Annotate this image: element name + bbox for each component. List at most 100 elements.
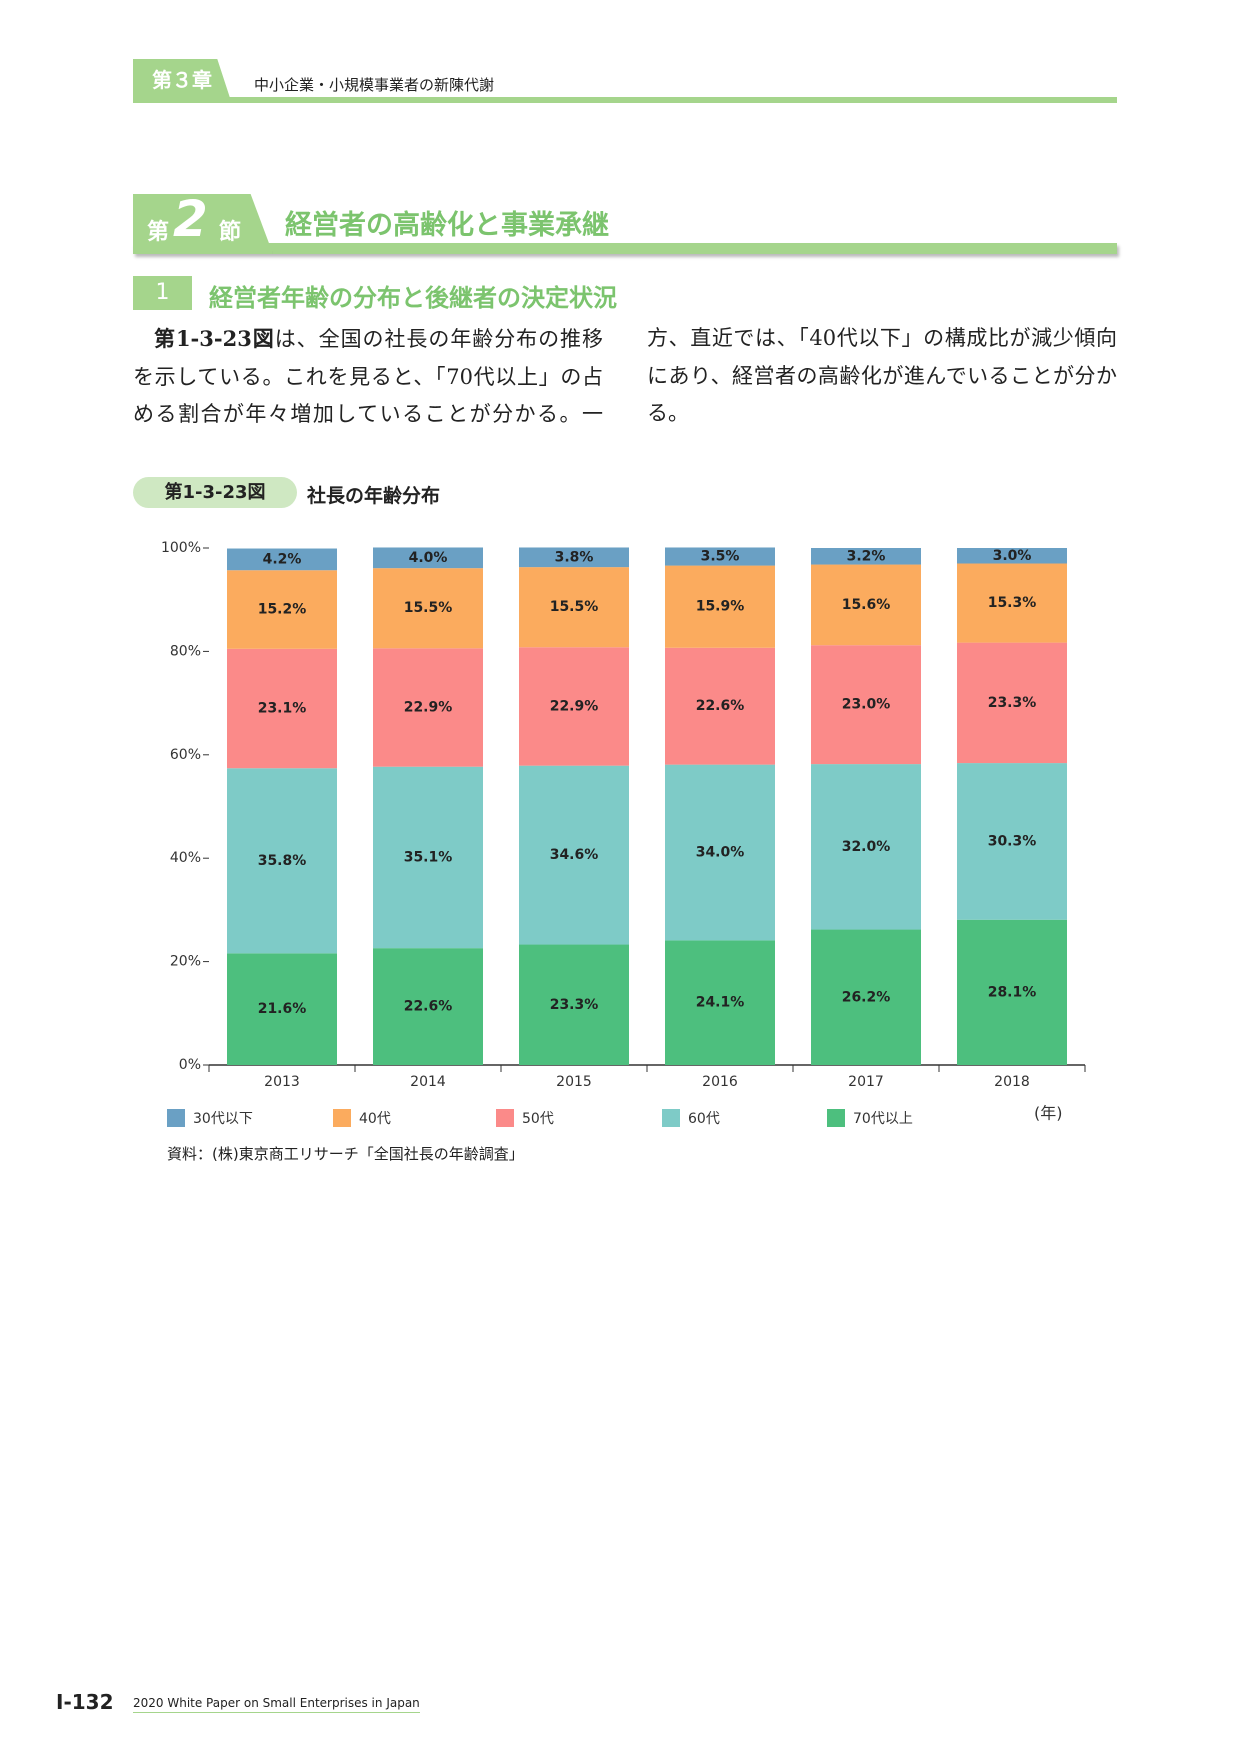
section-number: 2 bbox=[173, 190, 208, 248]
bar-segment bbox=[519, 944, 629, 1065]
header-rule bbox=[133, 97, 1117, 103]
bar-segment bbox=[665, 547, 775, 566]
data-label: 32.0% bbox=[842, 839, 891, 855]
chapter-label: 第３章 bbox=[133, 59, 231, 101]
legend-swatch bbox=[496, 1109, 514, 1127]
bar-segment bbox=[957, 548, 1067, 564]
bar-segment bbox=[373, 648, 483, 767]
bar-segment bbox=[227, 548, 337, 571]
y-tick-label: 20% bbox=[170, 954, 201, 970]
y-tick-label: 40% bbox=[170, 850, 201, 866]
bar-segment bbox=[957, 642, 1067, 764]
legend-label: 30代以下 bbox=[193, 1111, 253, 1127]
bar-segment bbox=[665, 940, 775, 1065]
bar-segment bbox=[373, 766, 483, 949]
subsection-number: 1 bbox=[133, 276, 192, 310]
data-label: 15.5% bbox=[550, 599, 599, 615]
data-label: 3.0% bbox=[993, 548, 1032, 564]
subsection-title: 経営者年齢の分布と後継者の決定状況 bbox=[209, 284, 617, 312]
data-label: 3.2% bbox=[847, 548, 886, 564]
data-label: 23.1% bbox=[258, 701, 307, 717]
data-label: 22.6% bbox=[696, 698, 745, 714]
bar-segment bbox=[665, 565, 775, 648]
data-label: 35.8% bbox=[258, 853, 307, 869]
data-label: 15.9% bbox=[696, 599, 745, 615]
x-tick-label: 2017 bbox=[848, 1074, 884, 1090]
data-label: 24.1% bbox=[696, 995, 745, 1011]
legend-swatch bbox=[333, 1109, 351, 1127]
y-tick-label: 100% bbox=[161, 540, 201, 556]
data-label: 3.5% bbox=[701, 549, 740, 565]
bar-segment bbox=[373, 948, 483, 1065]
figure-title: 社長の年齢分布 bbox=[307, 485, 441, 507]
data-label: 23.3% bbox=[988, 695, 1037, 711]
legend-label: 70代以上 bbox=[853, 1111, 913, 1127]
data-label: 21.6% bbox=[258, 1001, 307, 1017]
bar-segment bbox=[227, 768, 337, 954]
x-tick-label: 2013 bbox=[264, 1074, 300, 1090]
data-label: 30.3% bbox=[988, 833, 1037, 849]
data-label: 26.2% bbox=[842, 989, 891, 1005]
bar-segment bbox=[519, 765, 629, 945]
y-tick-label: 60% bbox=[170, 747, 201, 763]
data-label: 15.6% bbox=[842, 597, 891, 613]
section-title: 経営者の高齢化と事業承継 bbox=[285, 210, 609, 241]
section-prefix: 第 bbox=[147, 220, 170, 245]
legend-swatch bbox=[167, 1109, 185, 1127]
x-tick-label: 2018 bbox=[994, 1074, 1030, 1090]
bar-segment bbox=[811, 929, 921, 1065]
data-label: 15.3% bbox=[988, 595, 1037, 611]
bar-segment bbox=[957, 919, 1067, 1065]
data-label: 35.1% bbox=[404, 849, 453, 865]
data-label: 4.0% bbox=[409, 550, 448, 566]
legend-label: 40代 bbox=[359, 1111, 391, 1127]
data-label: 23.3% bbox=[550, 997, 599, 1013]
data-label: 23.0% bbox=[842, 697, 891, 713]
data-label: 3.8% bbox=[555, 549, 594, 565]
data-label: 34.0% bbox=[696, 845, 745, 861]
x-tick-label: 2015 bbox=[556, 1074, 592, 1090]
figure-label: 第1-3-23図 bbox=[133, 477, 297, 508]
bar-segment bbox=[519, 647, 629, 766]
data-label: 4.2% bbox=[263, 551, 302, 567]
x-tick-label: 2016 bbox=[702, 1074, 738, 1090]
legend-swatch bbox=[827, 1109, 845, 1127]
x-unit: (年) bbox=[1034, 1104, 1063, 1123]
legend-label: 60代 bbox=[688, 1111, 720, 1127]
bar-segment bbox=[665, 764, 775, 941]
bar-segment bbox=[519, 547, 629, 568]
x-tick-label: 2014 bbox=[410, 1074, 446, 1090]
data-label: 22.6% bbox=[404, 999, 453, 1015]
figure-ref: 第1-3-23図 bbox=[154, 326, 275, 351]
bar-segment bbox=[811, 764, 921, 930]
bar-segment bbox=[665, 647, 775, 765]
section-suffix: 節 bbox=[219, 220, 242, 245]
paragraph: 第1-3-23図は、全国の社長の年齢分布の推移を示している。これを見ると、「70… bbox=[133, 320, 1117, 434]
bar-segment bbox=[227, 953, 337, 1065]
data-label: 15.5% bbox=[404, 600, 453, 616]
data-label: 28.1% bbox=[988, 984, 1037, 1000]
data-label: 34.6% bbox=[550, 847, 599, 863]
bar-segment bbox=[811, 645, 921, 765]
page-number: Ⅰ-132 bbox=[56, 1690, 114, 1714]
publication: 2020 White Paper on Small Enterprises in… bbox=[133, 1696, 420, 1713]
bar-segment bbox=[519, 567, 629, 648]
y-tick-label: 0% bbox=[179, 1057, 201, 1073]
bar-segment bbox=[811, 548, 921, 565]
bar-segment bbox=[373, 568, 483, 649]
paragraph-text: は、全国の社長の年齢分布の推移を示している。これを見ると、「70代以上」の占める… bbox=[133, 326, 1117, 426]
header-title: 中小企業・小規模事業者の新陳代謝 bbox=[254, 76, 495, 94]
bar-segment bbox=[227, 648, 337, 769]
legend-swatch bbox=[662, 1109, 680, 1127]
data-label: 22.9% bbox=[404, 699, 453, 715]
bar-segment bbox=[227, 570, 337, 649]
section-rule bbox=[133, 243, 1117, 254]
y-tick-label: 80% bbox=[170, 643, 201, 659]
data-label: 15.2% bbox=[258, 602, 307, 618]
source: 資料：(株)東京商工リサーチ「全国社長の年齢調査」 bbox=[167, 1145, 524, 1163]
bar-segment bbox=[811, 564, 921, 646]
legend-label: 50代 bbox=[522, 1111, 554, 1127]
